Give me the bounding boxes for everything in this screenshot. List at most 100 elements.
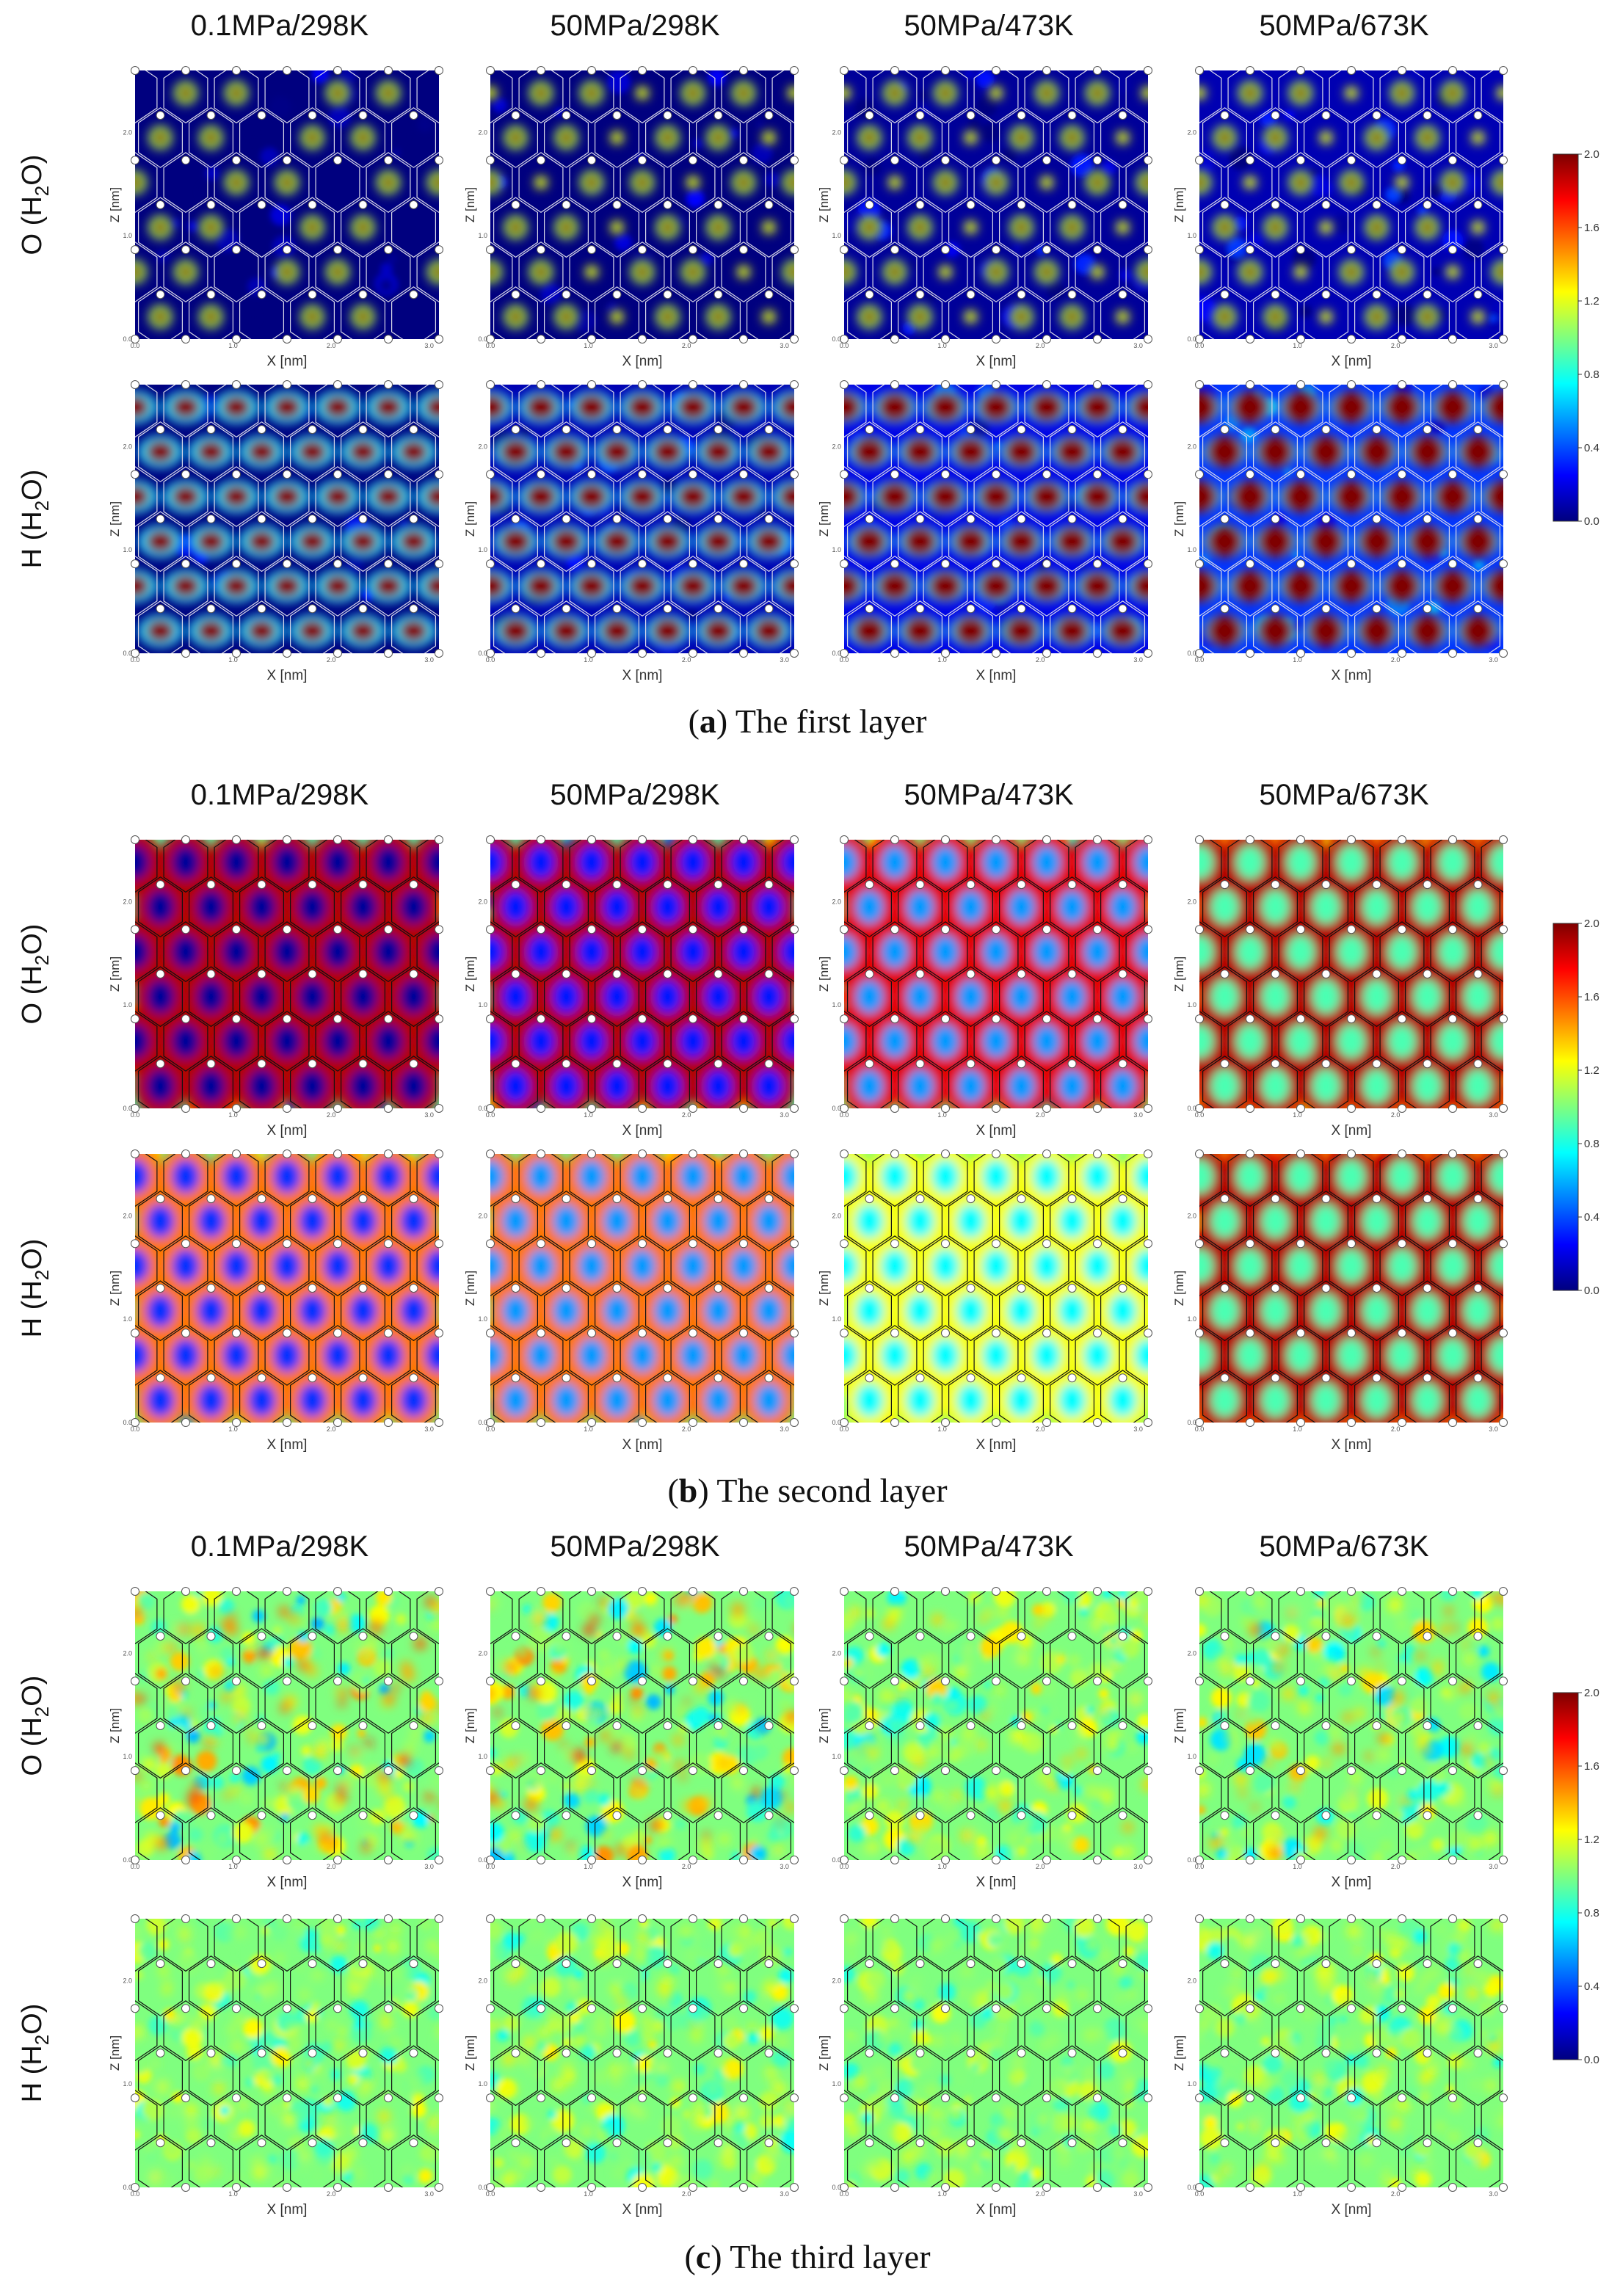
carbon-atom	[689, 1329, 697, 1338]
carbon-atom	[384, 66, 393, 75]
x-tick-label: 3.0	[424, 1111, 434, 1119]
lattice-hexagon	[163, 466, 208, 528]
density-hole	[1007, 979, 1036, 1014]
lattice-hexagon	[264, 840, 310, 893]
density-hole	[1261, 890, 1290, 924]
density-peak	[1434, 570, 1472, 603]
density-speck	[275, 512, 283, 521]
lattice-hexagon	[1379, 466, 1425, 528]
lattice-hexagon	[569, 70, 614, 124]
lattice-hexagon	[239, 1718, 284, 1779]
density-hole	[425, 1024, 439, 1058]
density-peak-core	[686, 85, 700, 101]
carbon-atom	[1296, 925, 1305, 934]
carbon-atom	[1499, 1329, 1508, 1338]
row-label-O: O (H2O)	[17, 1676, 53, 1776]
density-hole	[1083, 845, 1111, 879]
density-peak-core	[1420, 130, 1435, 145]
z-tick-label: 1.0	[123, 546, 132, 553]
carbon-atom	[409, 515, 418, 523]
density-speck	[164, 1831, 181, 1850]
carbon-atom	[232, 380, 241, 389]
density-hole	[679, 1159, 707, 1194]
z-tick-label: 0.0	[478, 1419, 487, 1426]
density-hole	[1083, 1338, 1111, 1373]
lattice-hexagon	[696, 1191, 741, 1251]
density-peak	[222, 484, 251, 509]
carbon-atom	[384, 649, 393, 658]
carbon-atom	[131, 1418, 139, 1427]
lattice-hexagon	[844, 241, 867, 302]
lattice-hexagon	[1227, 70, 1273, 124]
carbon-atom	[181, 1149, 190, 1158]
lattice-hexagon	[569, 1154, 614, 1207]
carbon-atom	[358, 1284, 368, 1293]
carbon-atom	[537, 559, 545, 569]
lattice-hexagon	[315, 241, 360, 302]
carbon-atom	[283, 835, 291, 844]
x-tick-label: 1.0	[228, 1111, 238, 1119]
z-tick-label: 0.0	[478, 1105, 487, 1112]
lattice-hexagon	[135, 70, 158, 124]
lattice-hexagon	[1050, 600, 1094, 653]
density-speck	[172, 1681, 185, 1694]
carbon-atom	[1195, 470, 1204, 479]
density-hole	[1489, 934, 1503, 969]
lattice-hexagon	[847, 1056, 892, 1108]
carbon-atom	[206, 880, 216, 890]
density-speck	[148, 1653, 156, 1661]
lattice-hexagon	[569, 241, 614, 302]
lattice-hexagon	[1050, 1056, 1094, 1108]
z-axis-label: Z [nm]	[1172, 187, 1186, 222]
x-tick-label: 0.0	[840, 1111, 849, 1119]
density-peak	[135, 574, 150, 598]
lattice-hexagon	[544, 421, 589, 482]
carbon-atom	[1398, 1418, 1406, 1427]
lattice-hexagon	[747, 421, 791, 482]
carbon-atom	[1423, 604, 1432, 614]
carbon-atom	[790, 66, 799, 75]
carbon-atom	[232, 1014, 241, 1024]
lattice-hexagon	[1430, 152, 1475, 214]
carbon-atom	[1321, 290, 1331, 299]
z-tick-label: 1.0	[123, 1753, 132, 1760]
x-axis-label: X [nm]	[622, 354, 663, 369]
lattice-hexagon	[1481, 385, 1503, 438]
carbon-atom	[1473, 425, 1483, 435]
carbon-atom	[486, 1104, 495, 1113]
lattice-hexagon	[898, 600, 942, 653]
carbon-atom	[1271, 880, 1280, 890]
lattice-hexagon	[1304, 1370, 1348, 1423]
density-hole	[222, 1249, 250, 1283]
lattice-hexagon	[366, 1762, 411, 1823]
lattice-hexagon	[1481, 466, 1503, 528]
carbon-atom	[966, 515, 976, 523]
z-tick-label: 1.0	[832, 1315, 841, 1323]
lattice-hexagon	[1278, 241, 1323, 302]
carbon-atom	[1321, 970, 1331, 978]
lattice-hexagon	[923, 241, 968, 302]
carbon-atom	[890, 156, 899, 165]
density-speck	[219, 1599, 235, 1615]
density-speck	[553, 1643, 566, 1655]
density-peak	[1471, 131, 1485, 145]
density-hole	[135, 1338, 149, 1373]
density-speck	[200, 1652, 209, 1661]
carbon-atom	[689, 925, 697, 934]
density-hole	[1413, 1293, 1442, 1328]
lattice-hexagon	[1481, 921, 1503, 983]
density-peak	[844, 482, 862, 512]
density-peak	[686, 175, 700, 189]
carbon-atom	[1067, 1284, 1077, 1293]
carbon-atom	[1473, 200, 1483, 209]
lattice-hexagon	[518, 840, 564, 893]
density-speck	[223, 1792, 231, 1800]
lattice-hexagon	[696, 1370, 741, 1423]
carbon-atom	[1144, 1014, 1152, 1024]
density-peak	[989, 86, 1003, 100]
density-hole	[1033, 1249, 1061, 1283]
carbon-atom	[1144, 649, 1152, 658]
row-label-H: H (H2O)	[17, 2004, 53, 2103]
density-speck	[1472, 559, 1485, 571]
lattice-hexagon	[416, 840, 439, 893]
